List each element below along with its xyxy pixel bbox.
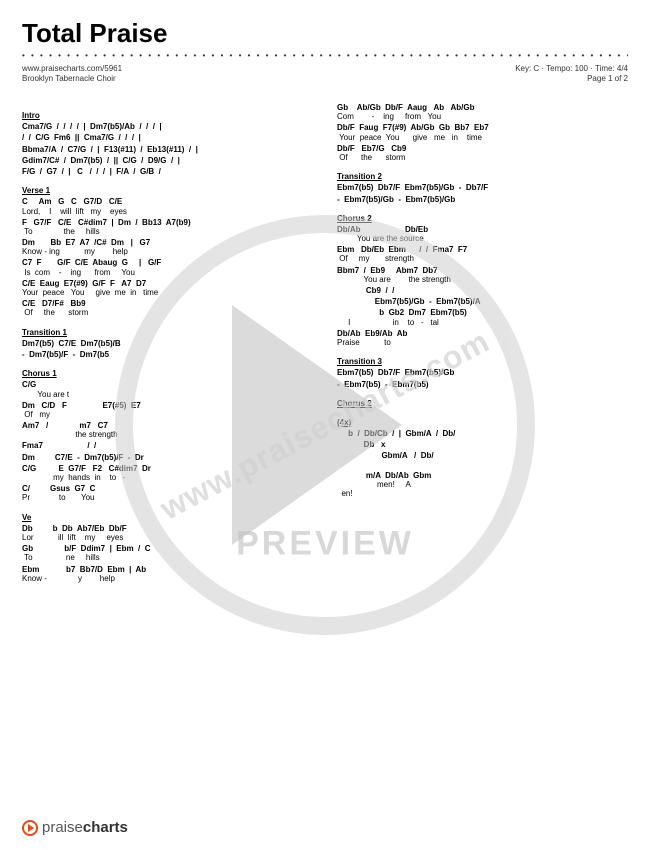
page-title: Total Praise [22,18,628,49]
lyric-line: en! [337,489,628,498]
lyric-line: Com - ing from You [337,112,628,121]
chord-line: F/G / G7 / | C / / / | F/A / G/B / [22,167,313,176]
chord-line: Dm C7/E - Dm7(b5)/F - Dr [22,453,313,462]
chord-line: Cb9 / / [337,286,628,295]
chord-line: / / C/G Fm6 || Cma7/G / / / | [22,133,313,142]
chord-line: Gb Ab/Gb Db/F Aaug Ab Ab/Gb [337,103,628,112]
chord-line: Ebm Db/Eb Ebm / / Fma7 F7 [337,245,628,254]
chord-line: Ebm b7 Bb7/D Ebm | Ab [22,565,313,574]
lyric-line: I in to - tal [337,318,628,327]
lyric-line: Know - y help [22,574,313,583]
left-column: Intro Cma7/G / / / / | Dm7(b5)/Ab / / / … [22,101,313,583]
chord-line: Bbm7 / Eb9 Abm7 Db7 [337,266,628,275]
chord-line: m/A Db/Ab Gbm [337,471,628,480]
chord-line: Gb b/F Ddim7 | Ebm / C [22,544,313,553]
chord-line: Db b Db Ab7/Eb Db/F [22,524,313,533]
chord-line: Db/F Eb7/G Cb9 [337,144,628,153]
artist-name: Brooklyn Tabernacle Choir [22,74,116,83]
chord-line: b Gb2 Dm7 Ebm7(b5) [337,308,628,317]
chord-line: Ebm7(b5) Db7/F Ebm7(b5)/Gb - Db7/F [337,183,628,192]
chord-line: Dm7(b5) C7/E Dm7(b5)/B [22,339,313,348]
chord-line: Gbm/A / Db/ [337,451,628,460]
section-intro: Intro [22,111,313,120]
lyric-line: Lord, I will lift my eyes [22,207,313,216]
section-transition3: Transition 3 [337,357,628,366]
lyric-line: Of the storm [337,153,628,162]
footer-brand: praisecharts [42,819,128,836]
lyric-line: Know - ing my help [22,247,313,256]
section-transition2: Transition 2 [337,172,628,181]
content-columns: Intro Cma7/G / / / / | Dm7(b5)/Ab / / / … [22,101,628,583]
chord-line: - Ebm7(b5) - Ebm7(b5) [337,380,628,389]
chord-line: - Dm7(b5)/F - Dm7(b5 [22,350,313,359]
chord-line: Db/Ab Db/Eb [337,225,628,234]
chord-line: C/G E G7/F F2 C#dim7 Dr [22,464,313,473]
meta-row-1: www.praisecharts.com/5961 Key: C · Tempo… [22,64,628,73]
lyric-line: To ne hills [22,553,313,562]
chord-line: Db/Ab Eb9/Ab Ab [337,329,628,338]
lyric-line: Of the storm [22,308,313,317]
chord-line: Fma7 / / [22,441,313,450]
section-chorus2b: Chorus 2 [337,399,628,408]
chord-line: Ebm7(b5)/Gb - Ebm7(b5)/A [337,297,628,306]
chord-line: C/G [22,380,313,389]
chord-line: Dm Bb E7 A7 /C# Dm | G7 [22,238,313,247]
footer-logo: praisecharts [22,819,128,836]
lyric-line: Your peace You give me in time [22,288,313,297]
section-transition1: Transition 1 [22,328,313,337]
section-verse1: Verse 1 [22,186,313,195]
lyric-line: men! A [337,480,628,489]
lyric-line: Of my [22,410,313,419]
key-tempo-time: Key: C · Tempo: 100 · Time: 4/4 [515,64,628,73]
play-icon [22,820,38,836]
chord-line: C/ Gsus G7 C [22,484,313,493]
chord-line: C7 F G/F C/E Abaug G | G/F [22,258,313,267]
lyric-line: You are the strength [337,275,628,284]
chord-line: Gdim7/C# / Dm7(b5) / || C/G / D9/G / | [22,156,313,165]
chord-line: Dm C/D F E7(#5) E7 [22,401,313,410]
chord-line: Bbma7/A / C7/G / | F13(#11) / Eb13(#11) … [22,145,313,154]
page-number: Page 1 of 2 [587,74,628,83]
lyric-line: my hands in to - [22,473,313,482]
chord-line: Db/F Faug F7(#9) Ab/Gb Gb Bb7 Eb7 [337,123,628,132]
lyric-line: To the hills [22,227,313,236]
lyric-line: Lor ill lift my eyes [22,533,313,542]
chord-line: F G7/F C/E C#dim7 | Dm / Bb13 A7(b9) [22,218,313,227]
lyric-line: Your peace You give me in time [337,133,628,142]
section-chorus2: Chorus 2 [337,214,628,223]
meta-row-2: Brooklyn Tabernacle Choir Page 1 of 2 [22,74,628,83]
section-verse2: Ve [22,513,313,522]
chord-line: Db x [337,440,628,449]
section-tag: (4x) [337,418,628,427]
source-url: www.praisecharts.com/5961 [22,64,122,73]
chord-line: Am7 / m7 C7 [22,421,313,430]
lyric-line: Is com - ing from You [22,268,313,277]
chord-line: Cma7/G / / / / | Dm7(b5)/Ab / / / | [22,122,313,131]
divider-dots: • • • • • • • • • • • • • • • • • • • • … [22,51,628,60]
lyric-line: Pr to You [22,493,313,502]
lyric-line: the strength [22,430,313,439]
chord-line: b / Db/Cb / | Gbm/A / Db/ [337,429,628,438]
right-column: Gb Ab/Gb Db/F Aaug Ab Ab/Gb Com - ing fr… [337,101,628,583]
chord-line: C/E D7/F# Bb9 [22,299,313,308]
lyric-line: You are the source [337,234,628,243]
chord-line: - Ebm7(b5)/Gb - Ebm7(b5)/Gb [337,195,628,204]
chord-line: C/E Eaug E7(#9) G/F F A7 D7 [22,279,313,288]
chord-line: C Am G C G7/D C/E [22,197,313,206]
lyric-line: Praise to [337,338,628,347]
lyric-line: Of my strength [337,254,628,263]
lyric-line: You are t [22,390,313,399]
chord-line: Ebm7(b5) Db7/F Ebm7(b5)/Gb [337,368,628,377]
section-chorus1: Chorus 1 [22,369,313,378]
